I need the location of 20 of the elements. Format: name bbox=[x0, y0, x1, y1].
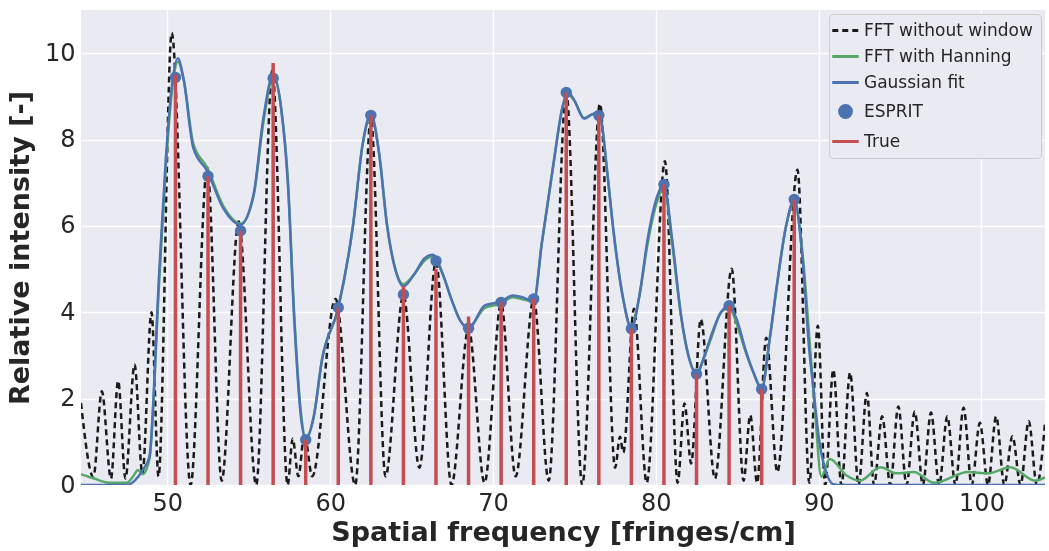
legend-label: FFT without window bbox=[864, 19, 1033, 40]
y-axis-title: Relative intensity [-] bbox=[3, 90, 35, 406]
y-tick-label: 10 bbox=[44, 38, 76, 67]
x-tick-label: 90 bbox=[803, 488, 835, 517]
y-tick-label: 8 bbox=[60, 125, 76, 154]
point bbox=[430, 255, 442, 267]
legend-label: True bbox=[863, 130, 901, 151]
y-tick-label: 6 bbox=[60, 211, 76, 240]
legend-label: FFT with Hanning bbox=[864, 45, 1012, 66]
x-tick-label: 100 bbox=[959, 488, 1005, 517]
y-tick-label: 0 bbox=[60, 470, 76, 499]
legend-label: Gaussian fit bbox=[864, 71, 966, 92]
x-axis-title: Spatial frequency [fringes/cm] bbox=[331, 515, 796, 547]
x-tick-label: 60 bbox=[315, 488, 346, 517]
y-tick-label: 2 bbox=[60, 384, 76, 413]
x-tick-label: 50 bbox=[152, 488, 184, 517]
legend-label: ESPRIT bbox=[864, 100, 924, 121]
y-tick-label: 4 bbox=[60, 297, 76, 326]
x-tick-label: 70 bbox=[478, 488, 509, 517]
x-tick-label: 80 bbox=[641, 488, 672, 517]
